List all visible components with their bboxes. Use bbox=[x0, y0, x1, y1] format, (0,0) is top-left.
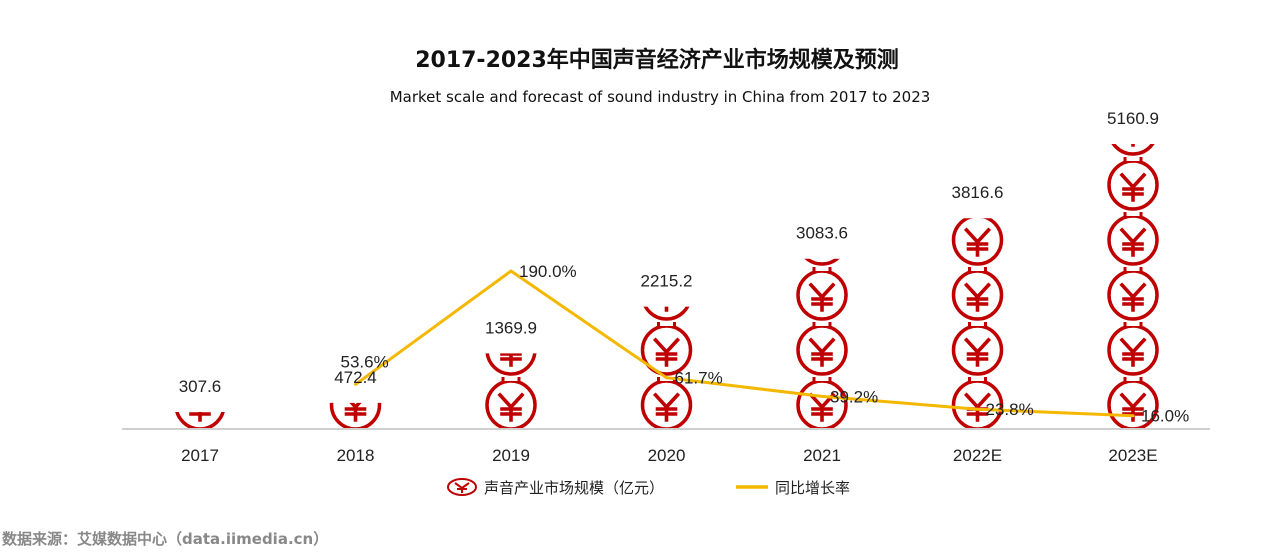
growth-rate-line bbox=[354, 269, 1134, 418]
source-note: 数据来源：艾媒数据中心（data.iimedia.cn） bbox=[2, 530, 329, 548]
x-tick-label: 2019 bbox=[492, 446, 530, 465]
growth-rate-label: 53.6% bbox=[341, 352, 389, 371]
yen-coin-icon bbox=[1107, 322, 1159, 376]
chart-title: 2017-2023年中国声音经济产业市场规模及预测 bbox=[415, 47, 899, 73]
yen-coin-icon bbox=[485, 377, 537, 428]
yen-coin-icon bbox=[798, 149, 846, 209]
chart-subtitle: Market scale and forecast of sound indus… bbox=[390, 88, 931, 106]
legend-pictograph-icon bbox=[447, 478, 477, 496]
bar-value-label: 3083.6 bbox=[796, 224, 848, 243]
yen-coin-icon bbox=[951, 377, 1004, 428]
yen-coin-icon bbox=[951, 218, 1004, 266]
growth-rate-line-layer bbox=[354, 269, 1135, 418]
growth-rate-label: 190.0% bbox=[519, 262, 577, 281]
x-tick-label: 2017 bbox=[181, 446, 219, 465]
growth-rate-point bbox=[820, 394, 824, 398]
yen-coin-icon bbox=[796, 267, 848, 321]
x-tick-labels: 2017 2018 2019 2020 2021 2022E 2023E bbox=[181, 446, 1158, 465]
yen-coin-icon bbox=[796, 322, 848, 376]
bar-value-label: 2215.2 bbox=[641, 272, 693, 291]
yen-coin-icon bbox=[1107, 157, 1159, 211]
legend: 声音产业市场规模（亿元） 同比增长率 bbox=[447, 478, 850, 497]
growth-rate-point bbox=[665, 376, 668, 380]
bar-value-label: 5160.9 bbox=[1107, 109, 1159, 128]
x-tick-label: 2023E bbox=[1108, 446, 1157, 465]
x-tick-label: 2020 bbox=[648, 446, 686, 465]
growth-rate-point bbox=[1131, 414, 1135, 418]
growth-rate-point bbox=[976, 407, 979, 411]
yen-coin-icon bbox=[1107, 267, 1159, 321]
legend-label-market-scale: 声音产业市场规模（亿元） bbox=[484, 479, 664, 497]
bar-value-label: 3816.6 bbox=[952, 183, 1004, 202]
data-labels: 307.6 472.4 1369.9 2215.2 3083.6 3816.6 5160.9… bbox=[179, 109, 1189, 426]
pictograph-bar bbox=[174, 314, 226, 428]
growth-rate-label: 16.0% bbox=[1141, 407, 1189, 426]
pictograph-bar bbox=[640, 204, 693, 428]
x-tick-label: 2018 bbox=[337, 446, 375, 465]
pictograph-bar bbox=[1107, 39, 1159, 428]
yen-coin-icon bbox=[1107, 212, 1159, 266]
yen-coin-icon bbox=[643, 204, 691, 264]
yen-coin-icon bbox=[951, 267, 1004, 321]
yen-coin-icon bbox=[951, 322, 1004, 376]
yen-coin-icon bbox=[1109, 39, 1157, 99]
legend-label-growth-rate: 同比增长率 bbox=[775, 479, 850, 497]
growth-rate-point bbox=[354, 382, 357, 386]
bar-value-label: 307.6 bbox=[179, 377, 222, 396]
bar-value-label: 1369.9 bbox=[485, 318, 537, 337]
yen-coin-icon bbox=[176, 314, 224, 374]
growth-rate-label: 39.2% bbox=[830, 387, 878, 406]
growth-rate-label: 23.8% bbox=[986, 400, 1034, 419]
growth-rate-point bbox=[509, 269, 513, 273]
growth-rate-label: 61.7% bbox=[675, 369, 723, 388]
x-tick-label: 2022E bbox=[953, 446, 1002, 465]
bar-value-label: 472.4 bbox=[334, 368, 377, 387]
x-tick-label: 2021 bbox=[803, 446, 841, 465]
